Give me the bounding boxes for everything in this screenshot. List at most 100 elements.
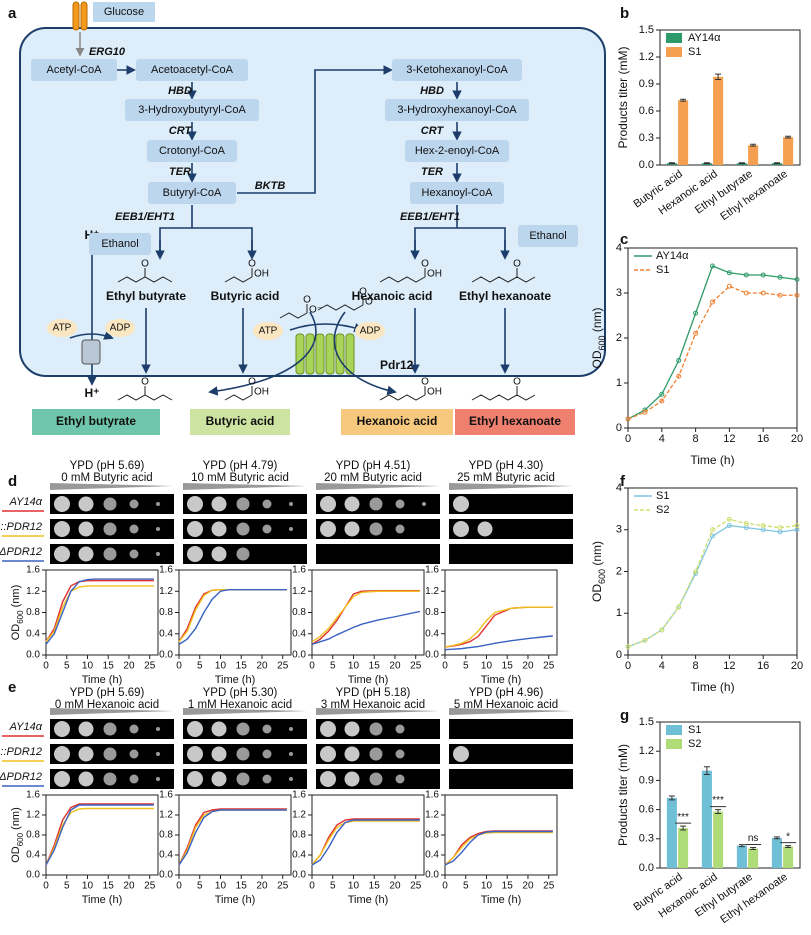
spot [156, 527, 160, 531]
y-axis-label-part: 600 [597, 569, 607, 584]
y-tick-label: 3 [616, 524, 622, 536]
product-box [190, 409, 290, 435]
line [45, 585, 154, 643]
molecule [379, 276, 426, 283]
panel-label: c [620, 231, 628, 248]
x-axis-label: Time (h) [690, 680, 734, 694]
spot [187, 496, 203, 512]
x-tick-label: 0 [625, 660, 631, 672]
spot [187, 721, 203, 737]
enzyme: TER [421, 166, 443, 178]
chart-title: YPD (pH 5.30) [203, 687, 278, 699]
error-bar [668, 795, 675, 801]
spot [395, 724, 405, 734]
spot [289, 752, 293, 756]
y-tick-label: 0.8 [159, 830, 173, 841]
y-tick-label: 1.2 [292, 586, 306, 597]
marker [794, 277, 800, 282]
y-tick-label: 0.6 [639, 804, 654, 816]
marker [642, 637, 648, 643]
y-tick-label: 0.0 [292, 650, 306, 661]
compound: Butyric acid [211, 289, 280, 303]
y-tick-label: 1.2 [26, 810, 40, 821]
x-tick-label: 16 [757, 660, 769, 672]
error-bar [703, 162, 710, 165]
spot [54, 721, 70, 737]
atom: OH [254, 387, 269, 398]
marker [777, 525, 783, 531]
spot [320, 771, 336, 787]
marker [659, 398, 665, 404]
y-tick-label: 0.8 [292, 607, 306, 618]
chart-subtitle: 10 mM Butyric acid [191, 472, 289, 484]
y-tick-label: 1.2 [425, 586, 439, 597]
x-tick-label: 8 [693, 660, 699, 672]
spot [369, 522, 383, 536]
y-axis-label-part: (nm) [590, 541, 604, 569]
dilution-wedge [449, 483, 573, 490]
x-tick-label: 10 [481, 661, 493, 672]
y-tick-label: 0.0 [425, 650, 439, 661]
spot-row [449, 544, 573, 564]
error-bar [773, 162, 780, 165]
spot [236, 522, 250, 536]
cofactor-bubble [253, 322, 283, 340]
line [178, 808, 287, 866]
node-label: Ethanol [529, 230, 566, 242]
y-tick-label: 1.6 [26, 790, 40, 801]
x-axis-label: Time (h) [481, 894, 522, 906]
spot [129, 749, 139, 759]
atom: O⁻ [365, 297, 378, 308]
spot [187, 546, 203, 562]
line [178, 809, 287, 866]
adp: ADP [360, 326, 381, 337]
spot [211, 771, 227, 787]
node-label: Acetoacetyl-CoA [151, 64, 234, 76]
y-axis-label-part: 600 [597, 335, 607, 350]
x-tick-label: 0 [625, 433, 631, 445]
y-tick-label: 0.3 [639, 833, 654, 845]
spot [129, 774, 139, 784]
x-tick-label: 25 [144, 881, 156, 892]
spot [78, 746, 94, 762]
y-tick-label: 0.9 [639, 78, 654, 90]
x-tick-label: 10 [481, 881, 493, 892]
chart-title: YPD (pH 5.69) [70, 687, 145, 699]
x-tick-label: 20 [522, 881, 534, 892]
x-tick-label: 5 [330, 661, 336, 672]
x-axis-label: Time (h) [215, 894, 256, 906]
x-tick-label: 4 [659, 660, 665, 672]
strain-label: AY14α [9, 496, 43, 508]
legend-swatch [666, 739, 682, 749]
legend-label: AY14α [656, 250, 689, 262]
molecule [279, 312, 308, 319]
node-box [405, 140, 509, 162]
y-axis-label-part: OD [10, 846, 22, 863]
spot-row [449, 769, 573, 789]
chart-subtitle: 3 mM Hexanoic acid [321, 699, 425, 711]
spot [369, 722, 383, 736]
spot [78, 546, 94, 562]
x-tick-label: 20 [389, 661, 401, 672]
y-tick-label: 1.2 [159, 810, 173, 821]
spot [236, 747, 250, 761]
y-tick-label: 1.6 [425, 565, 439, 576]
chart-subtitle: 25 mM Butyric acid [457, 472, 555, 484]
y-tick-label: 0.4 [425, 850, 439, 861]
plot-frame [627, 487, 798, 656]
marker [710, 527, 715, 533]
error-bar [680, 98, 687, 102]
x-tick-label: 25 [277, 661, 289, 672]
glucose: Glucose [104, 6, 144, 18]
line [627, 524, 798, 648]
bar [748, 145, 759, 165]
y-tick-label: 0.0 [26, 650, 40, 661]
x-tick-label: 10 [82, 881, 94, 892]
panel-label: b [620, 5, 629, 22]
enzyme: EEB1/EHT1 [400, 211, 460, 223]
x-tick-label: 5 [197, 881, 203, 892]
x-tick-label: 0 [43, 881, 49, 892]
error-bar [715, 809, 722, 814]
y-tick-label: 1 [616, 607, 622, 619]
